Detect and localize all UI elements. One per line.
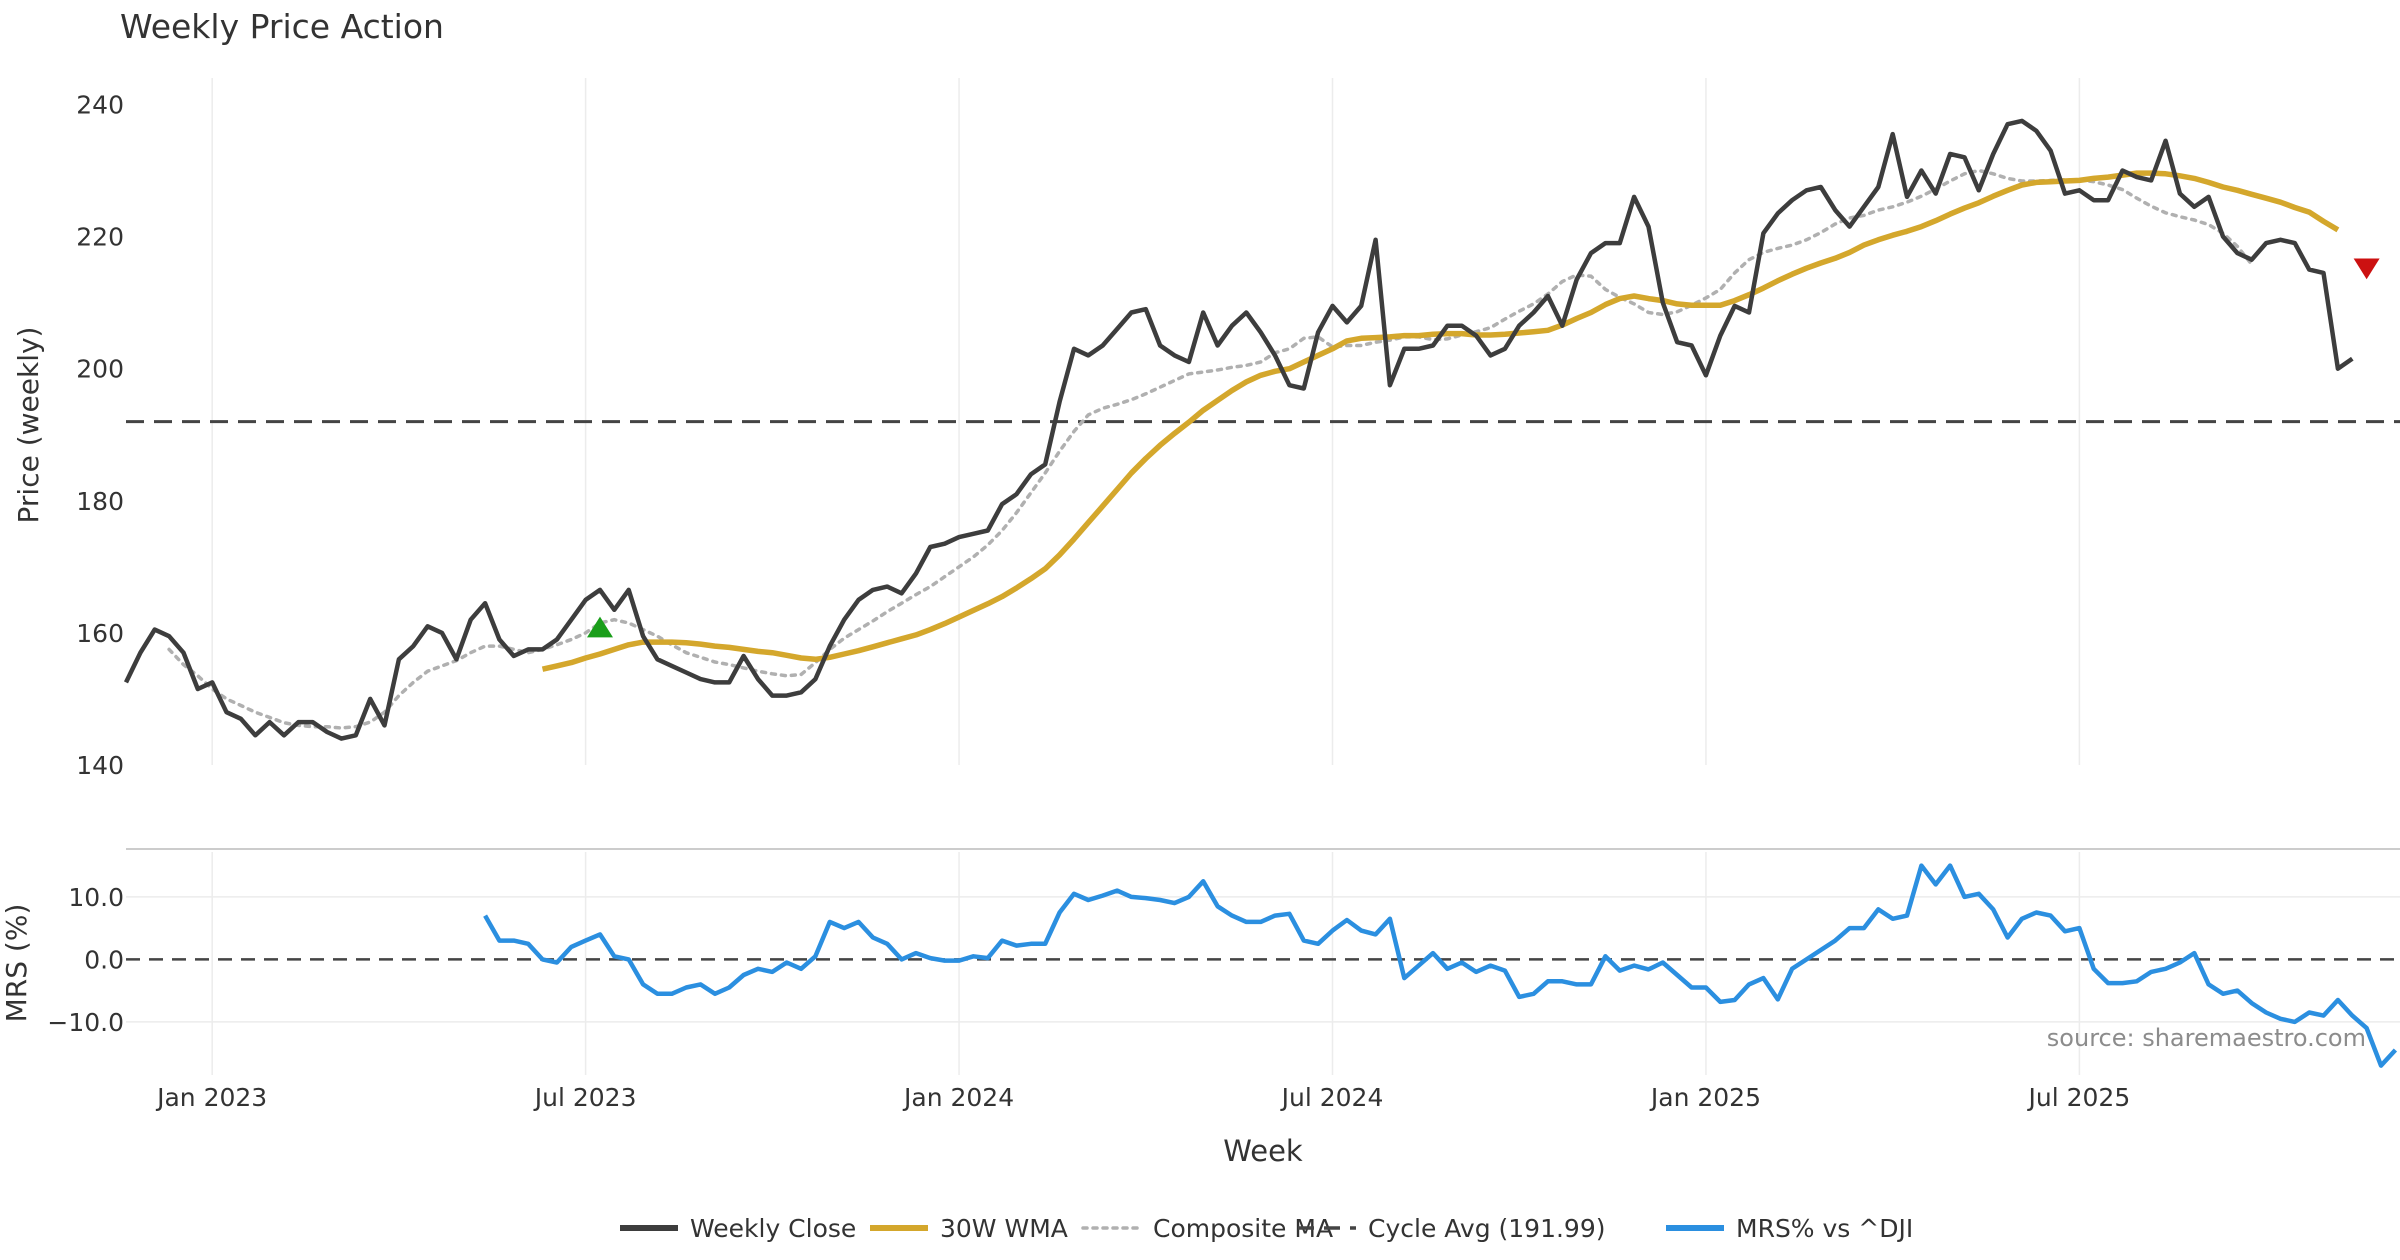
x-tick-label: Jul 2024 [1280,1083,1384,1112]
legend-label: Weekly Close [690,1214,856,1243]
price-tick-label: 240 [76,90,124,119]
price-tick-label: 220 [76,223,124,252]
mrs-tick-label: −10.0 [47,1008,124,1037]
mrs-line [483,863,2398,1068]
chart-title: Weekly Price Action [120,7,444,46]
x-tick-label: Jan 2024 [902,1083,1014,1112]
x-tick-label: Jan 2025 [1649,1083,1761,1112]
x-axis-ticks: Jan 2023 Jul 2023 Jan 2024 Jul 2024 Jan 2025… [155,1083,2130,1112]
weekly-close-line [123,118,2354,741]
x-tick-label: Jul 2025 [2027,1083,2131,1112]
mrs-y-ticks: 10.0 0.0 −10.0 [47,883,124,1037]
legend-label: Cycle Avg (191.99) [1368,1214,1606,1243]
legend-label: 30W WMA [940,1214,1068,1243]
price-tick-label: 180 [76,487,124,516]
sell-signal-marker [2353,258,2380,280]
x-tick-label: Jul 2023 [533,1083,637,1112]
price-tick-label: 140 [76,751,124,780]
x-axis-label: Week [1223,1134,1303,1168]
composite-ma-line [167,168,2254,730]
mrs-tick-label: 10.0 [68,883,124,912]
legend-label: MRS% vs ^DJI [1736,1214,1913,1243]
price-y-axis-label: Price (weekly) [12,327,45,524]
price-tick-label: 160 [76,619,124,648]
price-y-ticks: 140 160 180 200 220 240 [76,90,124,780]
chart-legend: Weekly Close 30W WMA Composite MA Cycle Avg… [620,1214,1913,1243]
price-tick-label: 200 [76,355,124,384]
mrs-grid [126,852,2400,1075]
x-tick-label: Jan 2023 [155,1083,267,1112]
source-note: source: sharemaestro.com [2047,1024,2366,1052]
mrs-y-axis-label: MRS (%) [0,904,33,1023]
buy-signal-marker [586,616,613,638]
mrs-tick-label: 0.0 [84,945,124,974]
